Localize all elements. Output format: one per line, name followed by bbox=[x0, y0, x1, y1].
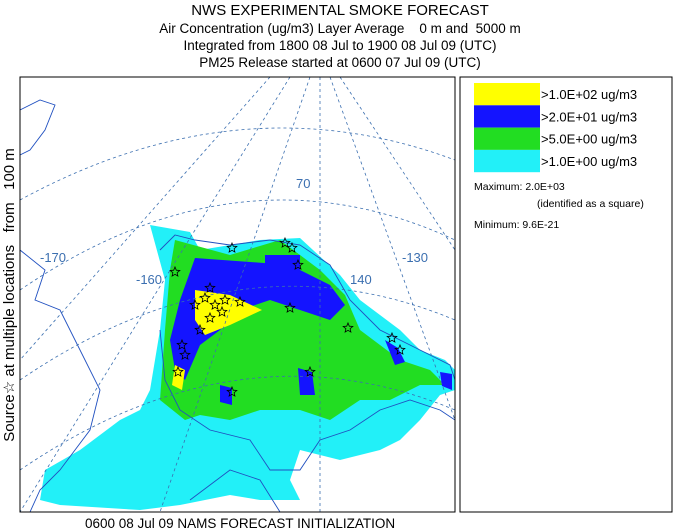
source-star bbox=[194, 323, 206, 335]
subtitle: PM25 Release started at 0600 07 Jul 09 (… bbox=[199, 55, 480, 70]
source-star bbox=[386, 331, 398, 343]
legend-label: >1.0E+00 ug/m3 bbox=[541, 154, 637, 169]
source-star bbox=[279, 236, 291, 248]
legend-label: >2.0E+01 ug/m3 bbox=[541, 109, 637, 124]
subtitle: Integrated from 1800 08 Jul to 1900 08 J… bbox=[184, 38, 497, 53]
map-label: -170 bbox=[40, 250, 66, 265]
source-star bbox=[172, 365, 184, 377]
smoke-yellow bbox=[172, 290, 262, 390]
legend-label: >5.0E+00 ug/m3 bbox=[541, 132, 637, 147]
minimum: Minimum: 9.6E-21 bbox=[474, 219, 559, 231]
legend-swatch bbox=[474, 149, 540, 173]
legend-swatch bbox=[474, 127, 540, 150]
source-star bbox=[226, 385, 238, 397]
side-label: Source☆ at multiple locations from 100 m bbox=[1, 148, 18, 442]
map: -170 -160 70 140 -130 bbox=[19, 76, 456, 513]
map-label: -130 bbox=[402, 250, 428, 265]
source-star bbox=[199, 291, 211, 303]
map-label: 70 bbox=[296, 176, 310, 191]
source-star bbox=[169, 265, 181, 277]
map-label: 140 bbox=[350, 272, 372, 287]
source-star bbox=[219, 293, 231, 305]
source-star bbox=[189, 298, 201, 310]
source-star bbox=[204, 281, 216, 293]
source-star bbox=[394, 343, 406, 355]
source-star bbox=[226, 241, 238, 253]
legend: >1.0E+02 ug/m3 >2.0E+01 ug/m3 >5.0E+00 ug/… bbox=[459, 76, 673, 513]
source-star bbox=[204, 311, 216, 323]
source-star bbox=[292, 258, 304, 270]
legend-swatch bbox=[474, 83, 540, 106]
legend-swatch bbox=[474, 105, 540, 128]
source-star bbox=[179, 348, 191, 360]
source-star bbox=[284, 301, 296, 313]
map-label: -160 bbox=[136, 272, 162, 287]
legend-label: >1.0E+02 ug/m3 bbox=[541, 87, 637, 102]
title: NWS EXPERIMENTAL SMOKE FORECAST bbox=[191, 2, 489, 19]
source-star bbox=[209, 298, 221, 310]
footer: 0600 08 Jul 09 NAMS FORECAST INITIALIZAT… bbox=[85, 516, 395, 531]
source-star bbox=[304, 365, 316, 377]
source-star bbox=[176, 338, 188, 350]
source-star bbox=[342, 321, 354, 333]
maximum-note: (identified as a square) bbox=[537, 198, 644, 210]
source-star bbox=[286, 241, 298, 253]
maximum: Maximum: 2.0E+03 bbox=[474, 181, 565, 193]
subtitle: Air Concentration (ug/m3) Layer Average … bbox=[159, 21, 520, 36]
source-star bbox=[234, 295, 246, 307]
source-star bbox=[216, 305, 228, 317]
smoke-blue bbox=[170, 255, 452, 405]
